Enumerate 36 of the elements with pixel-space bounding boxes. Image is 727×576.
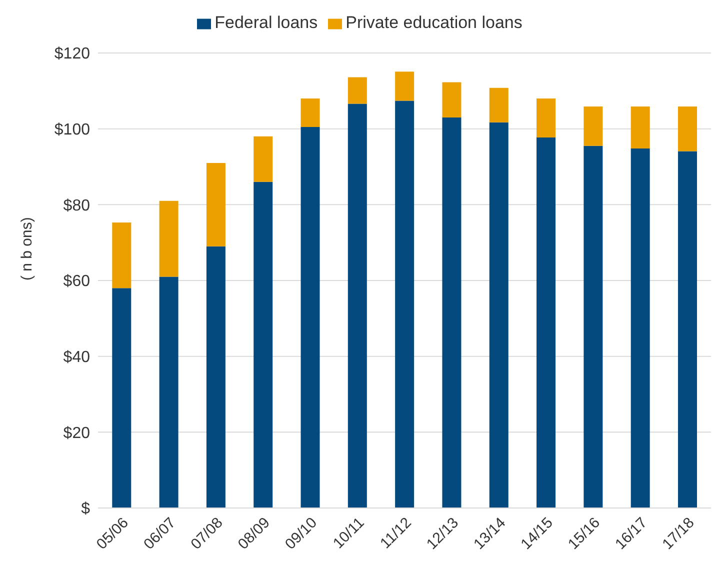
- y-tick-label: $: [81, 500, 90, 518]
- y-tick-label: $20: [63, 424, 90, 442]
- bar: [630, 148, 650, 508]
- legend-label: Federal loans: [214, 13, 318, 32]
- y-tick-label: $60: [63, 273, 90, 290]
- bar: [442, 117, 462, 508]
- bar: [395, 72, 414, 101]
- bar: [630, 106, 650, 149]
- bar: [159, 200, 178, 277]
- y-tick-label: $120: [54, 46, 90, 63]
- bar: [678, 106, 697, 152]
- bar: [254, 182, 273, 508]
- legend-label: Private education loans: [346, 13, 522, 32]
- bar: [206, 246, 226, 508]
- bar: [112, 222, 132, 288]
- bar: [348, 77, 367, 104]
- y-tick-label: $80: [63, 197, 90, 214]
- bar: [536, 98, 556, 138]
- bar: [254, 136, 273, 182]
- bar: [489, 122, 508, 508]
- bar: [300, 126, 320, 508]
- y-axis-title: ( n b ons): [18, 217, 36, 280]
- bar: [442, 82, 462, 118]
- bar: [584, 146, 603, 508]
- bar: [159, 276, 178, 508]
- bar: [348, 104, 367, 508]
- bar: [584, 106, 603, 146]
- bar: [395, 100, 414, 508]
- bar: [489, 88, 508, 122]
- y-tick-label: $100: [54, 122, 90, 139]
- bar: [300, 98, 320, 127]
- bar: [678, 151, 697, 508]
- y-tick-label: $40: [63, 349, 90, 366]
- bar: [112, 288, 132, 508]
- bar: [206, 162, 226, 246]
- bar: [536, 138, 556, 508]
